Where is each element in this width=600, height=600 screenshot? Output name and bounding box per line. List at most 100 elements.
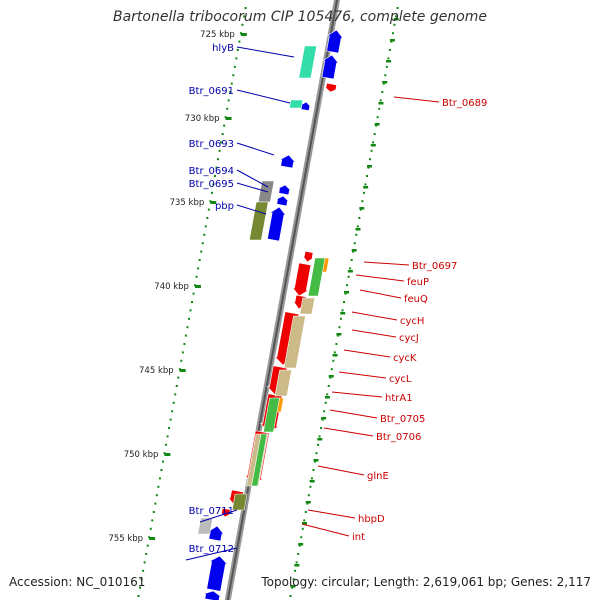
gene-arrow-plus[interactable] <box>277 184 292 196</box>
track-dot <box>312 469 315 471</box>
track-dot <box>350 259 353 261</box>
ruler-dot <box>175 385 178 387</box>
track-dot <box>385 65 388 68</box>
gene-label[interactable]: Btr_0712 <box>189 544 234 555</box>
cog-box[interactable] <box>231 493 248 511</box>
gene-arrow-minus[interactable] <box>302 250 315 263</box>
label-leader-line <box>351 311 398 321</box>
ruler-dot <box>232 74 235 77</box>
ruler-dot <box>183 343 186 345</box>
ruler-label: 755 kbp <box>108 534 143 544</box>
label-leader-line <box>236 142 275 156</box>
track-dot <box>339 317 342 320</box>
ruler-dot <box>217 158 220 161</box>
track-dot <box>289 595 292 597</box>
label-leader-line <box>236 204 267 215</box>
accession-text: Accession: NC_010161 <box>9 575 146 589</box>
track-dash <box>332 354 338 357</box>
track-dot <box>341 309 344 312</box>
gene-label[interactable]: Btr_0705 <box>380 414 425 425</box>
gene-label[interactable]: feuQ <box>404 294 428 305</box>
gene-label[interactable]: cycH <box>400 316 424 327</box>
gene-label[interactable]: Btr_0693 <box>189 139 234 150</box>
track-dot <box>382 82 385 85</box>
ruler-tick <box>149 537 156 540</box>
gene-arrow-plus[interactable] <box>326 29 344 54</box>
gene-arrow-plus[interactable] <box>203 590 222 600</box>
track-dot <box>323 410 326 413</box>
gene-label[interactable]: htrA1 <box>385 393 413 404</box>
track-dash <box>386 60 392 63</box>
track-dash <box>393 18 399 21</box>
ruler-dot <box>166 435 169 438</box>
gene-label[interactable]: int <box>352 532 365 543</box>
gene-arrow-minus[interactable] <box>323 82 339 93</box>
track-dot <box>367 166 370 169</box>
gene-label[interactable]: hbpD <box>358 514 385 525</box>
cog-box[interactable] <box>251 433 268 487</box>
track-dot <box>330 368 333 371</box>
cog-box[interactable] <box>248 201 269 241</box>
track-dash <box>355 228 361 231</box>
ruler-tick <box>210 201 217 204</box>
gene-label[interactable]: cycJ <box>399 333 419 344</box>
label-leader-line <box>236 182 269 193</box>
gene-label[interactable]: cycL <box>389 374 412 385</box>
track-dash <box>313 459 319 462</box>
track-dot <box>327 385 330 387</box>
label-leader-line <box>236 89 291 104</box>
gene-arrow-plus[interactable] <box>279 154 297 169</box>
track-dot <box>346 284 349 287</box>
label-leader-line <box>393 96 440 103</box>
track-dot <box>395 15 398 18</box>
track-dot <box>356 225 359 228</box>
cog-box[interactable] <box>307 257 326 297</box>
ruler-dot <box>171 410 174 413</box>
ruler-dot <box>230 82 233 85</box>
track-dot <box>324 401 327 404</box>
gene-label[interactable]: pbp <box>215 201 234 212</box>
gene-label[interactable]: cycK <box>393 353 417 364</box>
track-dot <box>335 343 338 345</box>
cog-box[interactable] <box>263 397 280 433</box>
track-dot <box>355 233 358 236</box>
gene-label[interactable]: Btr_0695 <box>189 179 234 190</box>
cog-box[interactable] <box>274 369 293 397</box>
track-dash <box>309 480 315 483</box>
track-dash <box>370 144 376 147</box>
gene-arrow-plus[interactable] <box>275 195 290 207</box>
cog-box[interactable] <box>283 315 306 369</box>
gene-label[interactable]: Btr_0691 <box>189 86 234 97</box>
label-leader-line <box>355 274 405 282</box>
gene-label[interactable]: feuP <box>407 277 429 288</box>
track-dot <box>313 460 316 463</box>
gene-arrow-plus[interactable] <box>267 206 287 242</box>
gene-label[interactable]: Btr_0694 <box>189 166 234 177</box>
track-dot <box>326 393 329 396</box>
track-dot <box>297 553 300 555</box>
gene-label[interactable]: Btr_0689 <box>442 98 487 109</box>
ruler-dot <box>165 443 168 446</box>
gene-arrow-plus[interactable] <box>206 555 229 592</box>
ruler-dot <box>172 401 175 404</box>
ruler-tick <box>179 369 186 372</box>
gene-label[interactable]: Btr_0697 <box>412 261 457 272</box>
gene-label[interactable]: hlyB <box>212 43 234 54</box>
ruler-tick <box>225 117 232 120</box>
ruler-label: 740 kbp <box>154 282 189 292</box>
gene-arrow-plus[interactable] <box>321 54 340 80</box>
ruler-dot <box>180 359 183 362</box>
label-leader-line <box>323 427 374 437</box>
cog-box[interactable] <box>298 45 317 79</box>
cog-box[interactable] <box>288 99 304 109</box>
gene-label[interactable]: Btr_0706 <box>376 432 421 443</box>
ruler-dot <box>191 301 194 303</box>
gene-label[interactable]: glnE <box>367 471 389 482</box>
cog-box[interactable] <box>299 297 316 315</box>
ruler-dot <box>186 326 189 329</box>
track-dash <box>340 312 346 315</box>
gene-label[interactable]: Btr_0711 <box>189 506 234 517</box>
gene-arrow-minus[interactable] <box>291 262 312 297</box>
track-dot <box>310 477 313 480</box>
